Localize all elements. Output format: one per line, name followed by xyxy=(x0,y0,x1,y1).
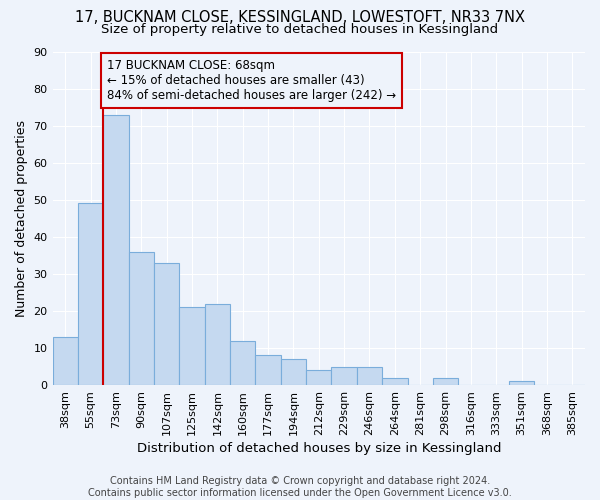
Bar xyxy=(205,304,230,385)
Text: 17, BUCKNAM CLOSE, KESSINGLAND, LOWESTOFT, NR33 7NX: 17, BUCKNAM CLOSE, KESSINGLAND, LOWESTOF… xyxy=(75,10,525,25)
Bar xyxy=(128,252,154,385)
Bar xyxy=(331,366,357,385)
Text: Contains HM Land Registry data © Crown copyright and database right 2024.
Contai: Contains HM Land Registry data © Crown c… xyxy=(88,476,512,498)
Bar xyxy=(53,337,78,385)
Bar xyxy=(256,356,281,385)
Text: Size of property relative to detached houses in Kessingland: Size of property relative to detached ho… xyxy=(101,22,499,36)
Bar xyxy=(154,263,179,385)
X-axis label: Distribution of detached houses by size in Kessingland: Distribution of detached houses by size … xyxy=(137,442,501,455)
Bar xyxy=(179,307,205,385)
Bar xyxy=(281,359,306,385)
Bar xyxy=(103,114,128,385)
Text: 17 BUCKNAM CLOSE: 68sqm
← 15% of detached houses are smaller (43)
84% of semi-de: 17 BUCKNAM CLOSE: 68sqm ← 15% of detache… xyxy=(107,59,396,102)
Bar xyxy=(230,340,256,385)
Bar xyxy=(509,382,534,385)
Bar xyxy=(357,366,382,385)
Y-axis label: Number of detached properties: Number of detached properties xyxy=(15,120,28,317)
Bar xyxy=(78,204,103,385)
Bar xyxy=(306,370,331,385)
Bar xyxy=(382,378,407,385)
Bar xyxy=(433,378,458,385)
